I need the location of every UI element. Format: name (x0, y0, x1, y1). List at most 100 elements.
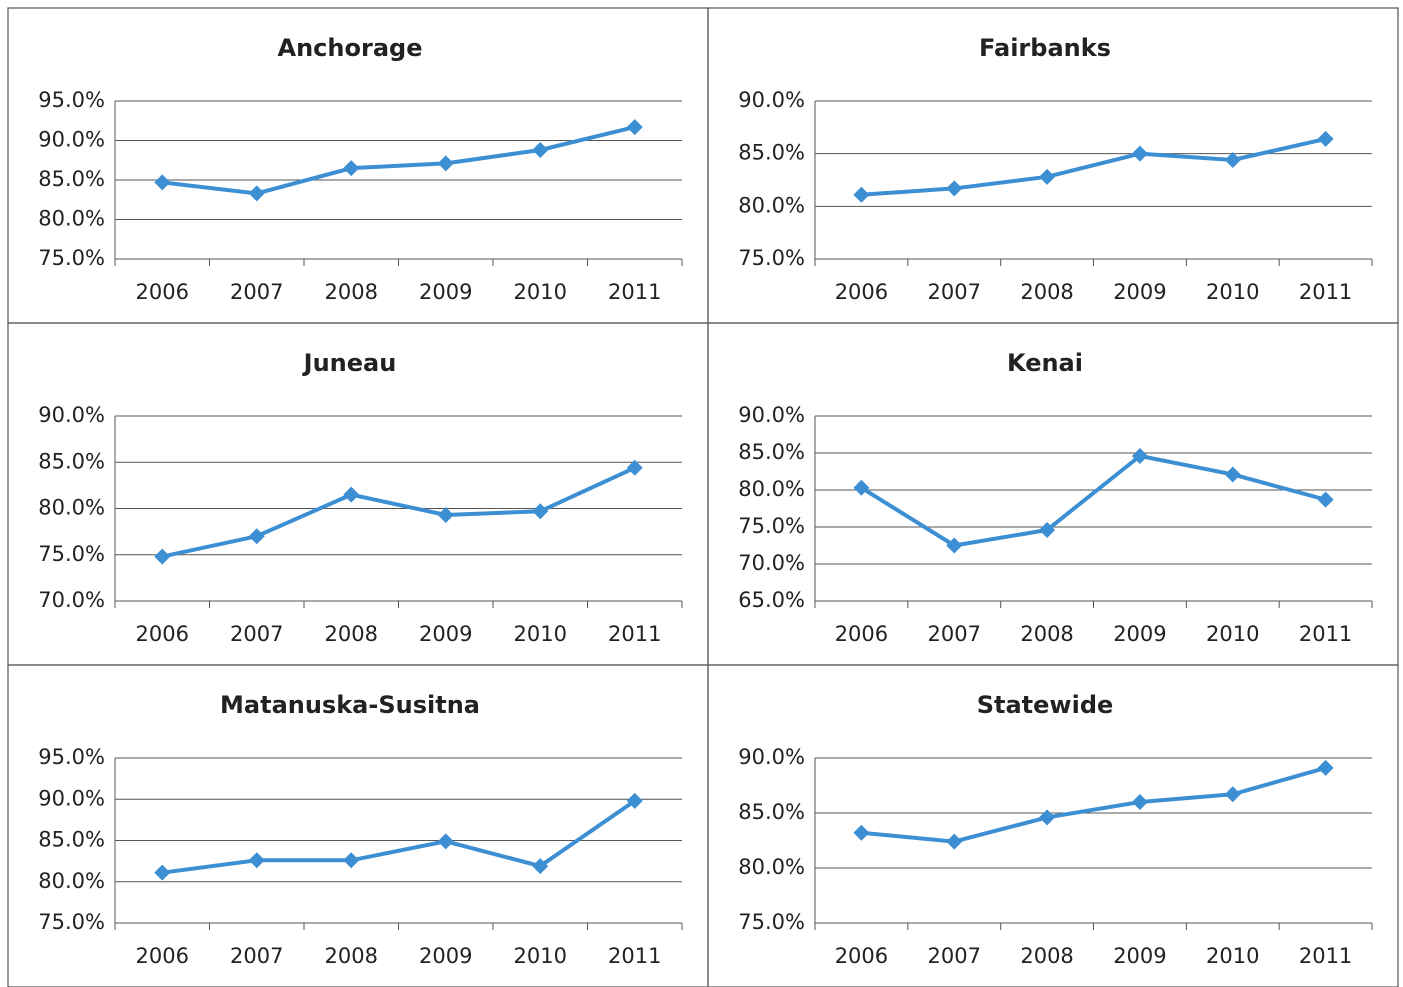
y-tick-label: 80.0% (738, 477, 805, 501)
x-tick-label: 2008 (325, 622, 378, 646)
marker (248, 185, 265, 202)
y-tick-label: 95.0% (38, 745, 105, 769)
marker (853, 186, 870, 203)
y-tick-label: 65.0% (738, 588, 805, 612)
marker (437, 155, 454, 172)
x-tick-label: 2010 (1206, 944, 1259, 968)
x-tick-label: 2011 (608, 280, 661, 304)
marker (946, 833, 963, 850)
x-tick-label: 2011 (1299, 280, 1352, 304)
x-tick-label: 2006 (835, 944, 888, 968)
line (861, 765, 1327, 844)
x-tick-label: 2010 (1206, 622, 1259, 646)
marker (343, 852, 360, 869)
y-tick-label: 75.0% (738, 910, 805, 934)
x-tick-label: 2009 (1113, 622, 1166, 646)
x-tick-label: 2008 (325, 944, 378, 968)
marker (626, 459, 643, 476)
y-tick-label: 80.0% (38, 869, 105, 893)
y-tick-label: 95.0% (38, 88, 105, 112)
marker (1224, 466, 1241, 483)
marker (154, 174, 171, 191)
line (861, 136, 1327, 197)
y-tick-label: 75.0% (38, 542, 105, 566)
x-tick-label: 2006 (136, 944, 189, 968)
marker (154, 548, 171, 565)
y-tick-label: 90.0% (738, 403, 805, 427)
marker (437, 833, 454, 850)
marker (1224, 786, 1241, 803)
x-tick-label: 2007 (230, 280, 283, 304)
y-tick-label: 90.0% (38, 128, 105, 152)
marker (248, 528, 265, 545)
x-tick-label: 2008 (1020, 944, 1073, 968)
marker (1131, 794, 1148, 810)
marker (1039, 809, 1056, 826)
marker (1039, 168, 1056, 185)
marker (1131, 447, 1148, 464)
y-tick-label: 90.0% (38, 403, 105, 427)
y-tick-label: 80.0% (738, 855, 805, 879)
x-tick-label: 2010 (1206, 280, 1259, 304)
marker (853, 824, 870, 841)
marker (1317, 759, 1334, 776)
y-tick-label: 85.0% (738, 141, 805, 165)
x-tick-label: 2009 (1113, 944, 1166, 968)
y-tick-label: 90.0% (38, 786, 105, 810)
marker (946, 537, 963, 554)
marker (437, 506, 454, 523)
y-tick-label: 70.0% (738, 551, 805, 575)
x-tick-label: 2008 (1020, 622, 1073, 646)
chart-title: Juneau (302, 349, 397, 377)
y-tick-label: 70.0% (38, 588, 105, 612)
chart-title: Statewide (977, 691, 1114, 719)
marker (343, 160, 360, 177)
x-tick-label: 2008 (325, 280, 378, 304)
x-tick-label: 2007 (230, 944, 283, 968)
x-tick-label: 2006 (136, 622, 189, 646)
x-tick-label: 2009 (419, 280, 472, 304)
x-tick-label: 2011 (1299, 622, 1352, 646)
y-tick-label: 85.0% (38, 449, 105, 473)
x-tick-label: 2009 (1113, 280, 1166, 304)
x-tick-label: 2010 (514, 944, 567, 968)
line (162, 125, 636, 196)
x-tick-label: 2007 (928, 944, 981, 968)
marker (1039, 521, 1056, 538)
marker (532, 858, 549, 875)
x-tick-label: 2011 (1299, 944, 1352, 968)
chart-title: Kenai (1007, 349, 1083, 377)
marker (1224, 151, 1241, 168)
y-tick-label: 75.0% (738, 514, 805, 538)
x-tick-label: 2007 (928, 280, 981, 304)
y-tick-label: 85.0% (738, 800, 805, 824)
x-tick-label: 2009 (419, 944, 472, 968)
x-tick-label: 2006 (835, 622, 888, 646)
x-tick-label: 2006 (835, 280, 888, 304)
y-tick-label: 85.0% (38, 828, 105, 852)
line (161, 465, 636, 559)
marker (154, 864, 171, 881)
line (860, 453, 1327, 548)
x-tick-label: 2010 (514, 622, 567, 646)
x-tick-label: 2011 (608, 944, 661, 968)
y-tick-label: 90.0% (738, 88, 805, 112)
y-tick-label: 75.0% (38, 246, 105, 270)
x-tick-label: 2010 (514, 280, 567, 304)
y-tick-label: 85.0% (38, 167, 105, 191)
x-tick-label: 2008 (1020, 280, 1073, 304)
chart-title: Matanuska-Susitna (220, 691, 480, 719)
marker (343, 486, 360, 503)
x-tick-label: 2007 (928, 622, 981, 646)
y-tick-label: 90.0% (738, 745, 805, 769)
y-tick-label: 75.0% (38, 910, 105, 934)
marker (1131, 145, 1148, 162)
y-tick-label: 80.0% (738, 193, 805, 217)
marker (532, 503, 549, 520)
y-tick-label: 75.0% (738, 246, 805, 270)
x-tick-label: 2007 (230, 622, 283, 646)
chart-title: Fairbanks (979, 34, 1111, 62)
marker (248, 852, 265, 869)
panel-border (707, 664, 1399, 987)
marker (946, 180, 963, 197)
